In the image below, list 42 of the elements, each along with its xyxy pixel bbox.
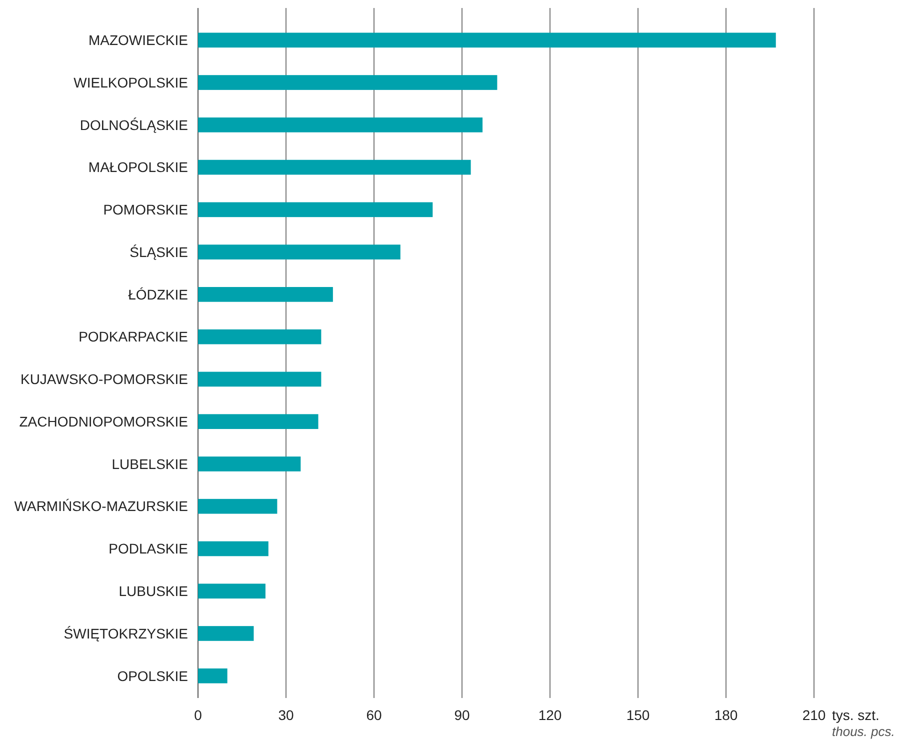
x-tick-label: 0: [194, 707, 202, 723]
bar: [198, 414, 318, 429]
y-tick-label: ŚWIĘTOKRZYSKIE: [64, 625, 188, 642]
bar: [198, 498, 278, 514]
y-tick-label: OPOLSKIE: [117, 668, 188, 684]
bar: [198, 160, 471, 175]
bar: [198, 117, 483, 132]
y-tick-label: LUBUSKIE: [118, 583, 188, 600]
y-tick-label: ZACHODNIOPOMORSKIE: [19, 413, 188, 430]
bar: [198, 456, 301, 472]
bar: [198, 244, 400, 260]
bar: [198, 202, 433, 218]
bar: [198, 287, 333, 302]
bar: [198, 668, 228, 684]
x-tick-label: 180: [714, 707, 738, 723]
x-tick-label: 30: [278, 707, 294, 723]
text: thous. pcs.: [832, 724, 895, 739]
x-tick-label: 90: [454, 707, 470, 723]
y-tick-label: KUJAWSKO-POMORSKIE: [20, 371, 188, 388]
x-tick-label: 210: [802, 707, 826, 723]
x-tick-label: 150: [626, 707, 650, 723]
y-tick-label: DOLNOŚLĄSKIE: [80, 116, 188, 133]
y-tick-label: PODLASKIE: [108, 540, 188, 557]
x-tick-label: 60: [366, 707, 382, 723]
x-tick-label: 120: [538, 707, 562, 723]
x-axis-title: tys. szt.: [832, 707, 880, 723]
y-tick-label: MAZOWIECKIE: [88, 32, 188, 48]
y-tick-label: POMORSKIE: [103, 202, 188, 218]
y-tick-label: ŁÓDZKIE: [128, 286, 188, 302]
bar: [198, 584, 266, 599]
y-tick-label: LUBELSKIE: [112, 456, 188, 472]
bar: [198, 75, 498, 90]
y-tick-label: MAŁOPOLSKIE: [88, 159, 188, 176]
bar: [198, 541, 268, 556]
bar: [198, 329, 322, 344]
y-tick-label: ŚLĄSKIE: [130, 244, 188, 260]
bar: [198, 372, 322, 387]
y-tick-label: PODKARPACKIE: [78, 328, 188, 345]
y-tick-label: WARMIŃSKO-MAZURSKIE: [14, 498, 188, 514]
y-tick-label: WIELKOPOLSKIE: [74, 74, 188, 90]
bar: [198, 32, 776, 48]
bar: [198, 626, 254, 641]
